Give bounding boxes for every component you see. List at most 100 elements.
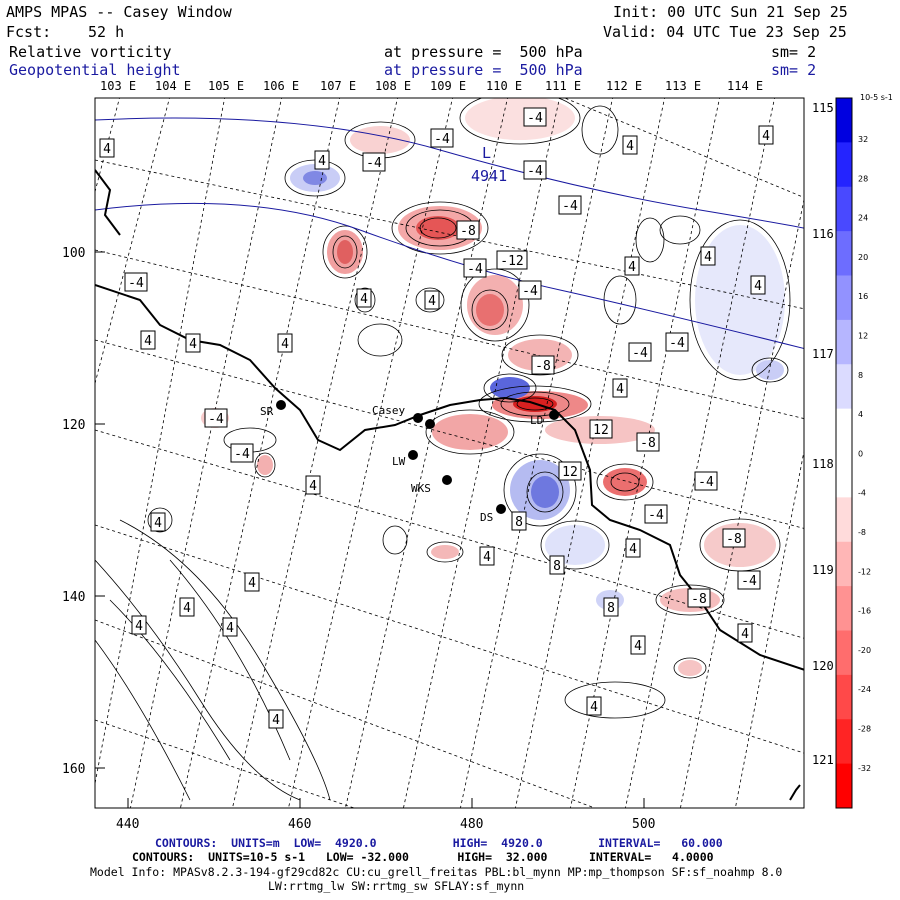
station-marker bbox=[425, 419, 435, 429]
contour-label-box bbox=[518, 280, 542, 300]
field2-name: Geopotential height bbox=[9, 61, 181, 79]
contour-label-text: 4 bbox=[248, 576, 256, 591]
contour-label-text: -4 bbox=[434, 132, 450, 147]
colorbar-units: 10-5 s-1 bbox=[860, 93, 893, 102]
lon-label-106e: 106 E bbox=[263, 79, 299, 93]
contour-label-text: 4 bbox=[483, 550, 491, 565]
contour-label-box bbox=[758, 125, 774, 145]
contour-label-text: 4 bbox=[626, 139, 634, 154]
contour-label-text: 4 bbox=[309, 479, 317, 494]
contour-label-text: -4 bbox=[467, 262, 483, 277]
map-field: SR Casey LD LW WKS DS L 4941 44 -4-4-4-44… bbox=[95, 98, 804, 808]
contour-label-box bbox=[244, 572, 260, 592]
station-marker bbox=[413, 413, 423, 423]
contour-label-text: 4 bbox=[634, 639, 642, 654]
contour-label-box bbox=[124, 272, 148, 292]
colorbar-segment bbox=[836, 497, 852, 543]
contour-label-text: 4 bbox=[189, 337, 197, 352]
physics-info: LW:rrtmg_lw SW:rrtmg_sw SFLAY:sf_mynn bbox=[268, 879, 525, 893]
colorbar-label: 8 bbox=[858, 371, 863, 380]
station-marker bbox=[276, 400, 286, 410]
contour-label-text: 12 bbox=[562, 465, 578, 480]
lon-label-103e: 103 E bbox=[100, 79, 136, 93]
contour-label-box bbox=[630, 635, 646, 655]
colorbar-frame bbox=[835, 97, 853, 809]
plot-frame bbox=[94, 97, 805, 809]
contour-label-box bbox=[523, 160, 547, 180]
contour-label-text: -8 bbox=[460, 224, 476, 239]
contour-label-box bbox=[687, 588, 711, 608]
contour-label-box bbox=[700, 246, 716, 266]
contour-label-text: 4 bbox=[360, 292, 368, 307]
contour-label-box bbox=[549, 555, 565, 575]
colorbar-segment bbox=[836, 586, 852, 631]
contour-label-text: -4 bbox=[527, 111, 543, 126]
contour-label-box bbox=[603, 597, 619, 617]
contour-label-box bbox=[558, 461, 582, 481]
contour-label-text: 4 bbox=[428, 294, 436, 309]
contour-label-box bbox=[179, 597, 195, 617]
contour-label-box bbox=[531, 355, 555, 375]
field1-smoothing: sm= 2 bbox=[771, 43, 817, 61]
height-low-marker: L bbox=[482, 144, 491, 162]
contour-label-box bbox=[277, 333, 293, 353]
contour-label-box bbox=[589, 419, 613, 439]
contour-label-box bbox=[185, 333, 201, 353]
colorbar-segment bbox=[836, 364, 852, 410]
contour-label-text: 4 bbox=[154, 516, 162, 531]
contour-label-text: 4 bbox=[754, 279, 762, 294]
contour-label-box bbox=[463, 258, 487, 278]
lon-label-110e: 110 E bbox=[486, 79, 522, 93]
contour-label-box bbox=[268, 709, 284, 729]
contour-label-box bbox=[558, 195, 582, 215]
contour-label-text: -4 bbox=[522, 284, 538, 299]
contour-label-box bbox=[99, 138, 115, 158]
field2-level: at pressure = 500 hPa bbox=[384, 61, 583, 79]
contour-label-box bbox=[131, 615, 147, 635]
contour-label-text: 12 bbox=[593, 423, 609, 438]
colorbar-segment bbox=[836, 231, 852, 276]
model-info: Model Info: MPASv8.2.3-194-gf29cd82c CU:… bbox=[90, 865, 783, 879]
contour-label-text: -8 bbox=[691, 592, 707, 607]
height-contour-info: CONTOURS: UNITS=m LOW= 4920.0 HIGH= 4920… bbox=[155, 836, 723, 850]
axis-ticks bbox=[95, 251, 645, 808]
colorbar-label: 16 bbox=[858, 292, 868, 301]
lon-label-113e: 113 E bbox=[665, 79, 701, 93]
colorbar-segment bbox=[836, 142, 852, 188]
station-marker bbox=[496, 504, 506, 514]
contour-label-text: -4 bbox=[741, 574, 757, 589]
lon-label-107e: 107 E bbox=[320, 79, 356, 93]
station-label-ld: LD bbox=[530, 414, 543, 427]
contour-label-text: -4 bbox=[698, 475, 714, 490]
contour-label-box bbox=[479, 546, 495, 566]
contour-label-box bbox=[305, 475, 321, 495]
station-label-lw: LW bbox=[392, 455, 406, 468]
contour-label-text: -4 bbox=[128, 276, 144, 291]
contour-label-text: -4 bbox=[648, 508, 664, 523]
vorticity-contours bbox=[95, 98, 791, 801]
contour-label-box bbox=[314, 150, 330, 170]
graticule bbox=[95, 98, 804, 808]
colorbar-label: -8 bbox=[858, 528, 866, 537]
colorbar-segment bbox=[836, 541, 852, 587]
y-tick-140: 140 bbox=[62, 590, 85, 605]
station-marker bbox=[549, 410, 559, 420]
colorbar-segment bbox=[836, 275, 852, 321]
contour-label-box bbox=[424, 290, 440, 310]
field1-level: at pressure = 500 hPa bbox=[384, 43, 583, 61]
lon-label-111e: 111 E bbox=[545, 79, 581, 93]
contour-label-text: 4 bbox=[629, 542, 637, 557]
contour-label-text: 4 bbox=[103, 142, 111, 157]
contour-label-box bbox=[628, 342, 652, 362]
y-tick-160: 160 bbox=[62, 762, 85, 777]
x-tick-440: 440 bbox=[116, 817, 139, 832]
colorbar-segment bbox=[836, 453, 852, 498]
contour-label-box bbox=[140, 330, 156, 350]
contour-label-text: 4 bbox=[272, 713, 280, 728]
colorbar-segment bbox=[836, 319, 852, 365]
contour-label-text: 4 bbox=[704, 250, 712, 265]
colorbar-label: -12 bbox=[858, 567, 871, 576]
colorbar-label: 28 bbox=[858, 174, 868, 183]
contour-label-text: -4 bbox=[366, 156, 382, 171]
contour-label-text: 4 bbox=[226, 621, 234, 636]
